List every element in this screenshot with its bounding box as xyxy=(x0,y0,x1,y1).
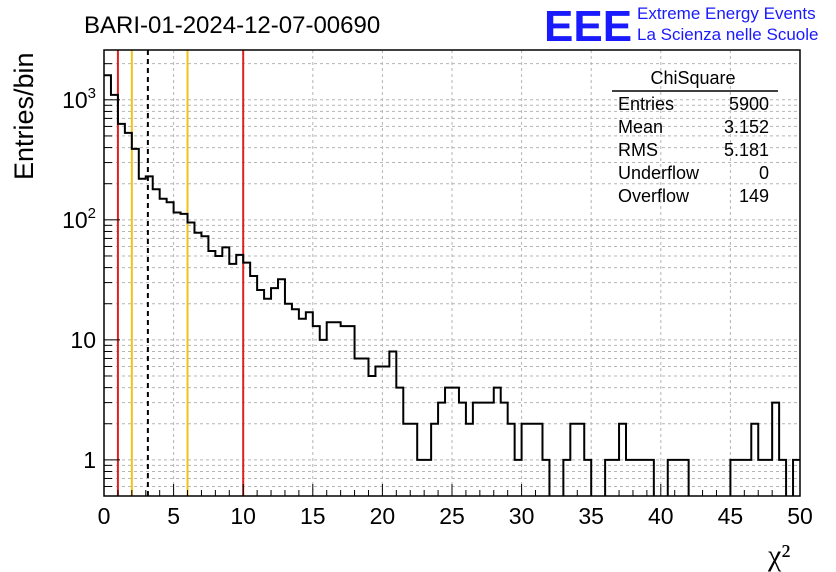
y-tick-base: 10 xyxy=(62,207,88,233)
x-tick-label: 45 xyxy=(718,503,744,529)
stats-label: Entries xyxy=(618,94,674,114)
y-tick-label: 1 xyxy=(83,447,96,473)
stats-title: ChiSquare xyxy=(650,68,735,88)
x-tick-label: 40 xyxy=(648,503,674,529)
y-tick-base: 10 xyxy=(62,87,88,113)
x-axis-label: χ² xyxy=(767,539,790,572)
x-tick-label: 20 xyxy=(370,503,396,529)
x-tick-label: 10 xyxy=(230,503,256,529)
x-tick-label: 35 xyxy=(578,503,604,529)
histogram-bars xyxy=(104,74,800,496)
reference-lines xyxy=(116,50,245,496)
stats-value: 5900 xyxy=(729,94,769,114)
run-title: BARI-01-2024-12-07-00690 xyxy=(84,12,380,39)
y-tick-base: 10 xyxy=(70,327,96,353)
y-tick-exponent: 2 xyxy=(88,205,96,222)
stats-value: 3.152 xyxy=(724,117,769,137)
y-tick-exponent: 3 xyxy=(88,85,96,102)
stats-label: Underflow xyxy=(618,163,700,183)
x-tick-label: 50 xyxy=(787,503,813,529)
x-tick-label: 30 xyxy=(509,503,535,529)
histogram-series xyxy=(104,74,800,496)
stats-box: ChiSquare Entries 5900 Mean 3.152 RMS 5.181 Un… xyxy=(612,68,778,206)
x-tick-label: 0 xyxy=(98,503,111,529)
stats-label: Overflow xyxy=(618,186,690,206)
org-tagline: La Scienza nelle Scuole xyxy=(637,25,818,44)
stats-value: 149 xyxy=(739,186,769,206)
eee-logo: EEE xyxy=(544,2,632,51)
y-axis-label: Entries/bin xyxy=(9,52,39,180)
stats-label: Mean xyxy=(618,117,663,137)
grid xyxy=(104,50,800,496)
stats-value: 5.181 xyxy=(724,140,769,160)
x-tick-label: 25 xyxy=(439,503,465,529)
x-tick-label: 5 xyxy=(167,503,180,529)
y-tick-label: 10 xyxy=(70,327,96,353)
stats-value: 0 xyxy=(759,163,769,183)
x-tick-label: 15 xyxy=(300,503,326,529)
y-tick-label: 102 xyxy=(62,205,96,233)
y-tick-label: 103 xyxy=(62,85,96,113)
y-tick-base: 1 xyxy=(83,447,96,473)
stats-label: RMS xyxy=(618,140,658,160)
org-name: Extreme Energy Events xyxy=(637,4,816,23)
